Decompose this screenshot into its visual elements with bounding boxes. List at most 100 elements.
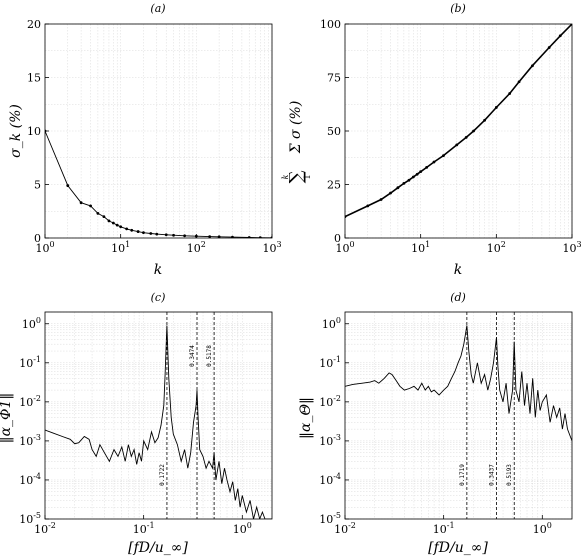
panel-b-ylabel: Σ σ (%) [288, 101, 304, 155]
panel-c-vline-label-1: 0.3474 [189, 345, 196, 367]
panel-b-data-point [508, 92, 512, 95]
panel-a-data-point [247, 236, 251, 238]
panel-b-series-line [345, 24, 572, 218]
panel-d-ytick-label: 10-1 [319, 355, 341, 370]
panel-a-data-point [102, 215, 106, 219]
panel-c-ylabel: ‖α_Φ1‖ [0, 393, 14, 444]
panel-c-ytick-label: 10-3 [19, 433, 41, 448]
panel-b-xtick-label: 100 [335, 240, 354, 255]
panel-b-title: (b) [450, 2, 466, 15]
panel-c-xtick-label: 10-1 [133, 521, 155, 536]
panel-d-vline-label-1: 0.3437 [489, 464, 496, 486]
panel-b-data-point [531, 64, 534, 68]
panel-b-data-point [411, 175, 415, 179]
panel-c-series-line [45, 325, 272, 519]
panel-a-data-point [172, 233, 175, 237]
panel-b-data-point [494, 106, 498, 109]
panel-b-data-point [472, 129, 475, 133]
panel-b-data-point [464, 136, 468, 139]
panel-a-data-point [217, 235, 221, 238]
panel-a-data-point [142, 231, 145, 235]
panel-c-xtick-label: 10-2 [34, 521, 56, 536]
panel-d-vline-label-2: 0.5193 [506, 464, 513, 486]
panel-a-data-point [258, 236, 262, 238]
panel-d-xtick-label: 100 [533, 521, 552, 536]
panel-a-ytick-label: 10 [27, 125, 41, 138]
panel-d-ytick-label: 10-3 [319, 433, 341, 448]
panel-d-ytick-label: 10-2 [319, 394, 341, 409]
panel-b-ylabel-group: Σ σ (%) k 1 ∑ [281, 101, 312, 184]
panel-c-vline-label-0: 0.1722 [159, 464, 166, 486]
panel-c-ytick-label: 10-4 [19, 472, 41, 487]
panel-b-ylabel-sum-upper: k [281, 174, 290, 179]
panel-a-data-point [130, 228, 134, 232]
panel-d-frame [344, 311, 573, 520]
panel-c-xlabel: [fD/u_∞] [128, 540, 188, 556]
panel-d-title: (d) [450, 291, 466, 304]
panel-d-xtick-label: 10-1 [433, 521, 455, 536]
panel-d-xlabel: [fD/u_∞] [428, 540, 488, 556]
panel-a-xtick-label: 103 [262, 240, 281, 255]
panel-a-data-point [119, 225, 123, 229]
panel-c-ytick-label: 10-1 [19, 355, 41, 370]
panel-d-ytick-label: 10-4 [319, 472, 341, 487]
panel-c-ytick-label: 10-2 [19, 394, 41, 409]
panel-d-series-line [345, 325, 572, 442]
panel-b-data-point [407, 178, 411, 182]
panel-b-data-point [366, 204, 370, 208]
panel-b-data-point [389, 191, 392, 195]
panel-a-data-point [115, 223, 119, 227]
panel-c: (c) [fD/u_∞] ‖α_Φ1‖ 0.1722 0.3474 0.5178 10… [0, 291, 273, 556]
panel-c-frame [44, 311, 273, 520]
panel-a-xtick-label: 102 [187, 240, 206, 255]
panel-b-ytick-label: 75 [327, 72, 341, 85]
panel-a: (a) k σ_k (%) 100 101 102 103 0 5 10 15 20 [8, 2, 282, 278]
panel-c-title: (c) [151, 291, 166, 304]
panel-b-ytick-label: 25 [327, 179, 341, 192]
panel-c-ytick-label: 100 [22, 316, 41, 331]
panel-a-ytick-label: 20 [27, 18, 41, 31]
panel-a-data-point [107, 219, 111, 223]
panel-a-ytick-label: 15 [27, 72, 41, 85]
panel-b-data-point [455, 143, 459, 147]
panel-a-ytick-label: 0 [34, 232, 41, 245]
panel-a-data-point [66, 184, 70, 187]
panel-a-data-point [208, 235, 212, 238]
panel-a-xtick-label: 100 [35, 240, 54, 255]
panel-a-data-point [231, 235, 234, 238]
panel-b-xtick-label: 102 [487, 240, 506, 255]
panel-a-data-point [96, 211, 100, 215]
panel-b-data-point [415, 172, 419, 176]
panel-b-xlabel: k [454, 262, 462, 278]
panel-a-data-point [125, 227, 129, 231]
panel-b-xtick-label: 101 [411, 240, 430, 255]
panel-b-ytick-label: 50 [327, 125, 341, 138]
panel-d-ytick-label: 100 [322, 316, 341, 331]
panel-a-ytick-label: 5 [34, 179, 41, 192]
panel-c-ytick-label: 10-5 [19, 511, 41, 526]
panel-b-ytick-label: 0 [334, 232, 341, 245]
panel-b-data-point [558, 34, 562, 38]
panel-a-data-point [164, 233, 168, 237]
panel-b-data-point [442, 154, 445, 158]
panel-b: (b) k Σ σ (%) k 1 ∑ 100 101 102 103 0 25 50 75 1… [281, 2, 582, 278]
panel-b-xtick-label: 103 [562, 240, 581, 255]
panel-c-xtick-label: 100 [233, 521, 252, 536]
panel-d: (d) [fD/u_∞] ‖α_Θ‖ 0.1719 0.3437 0.5193 10-… [298, 291, 573, 556]
panel-a-data-point [155, 232, 159, 236]
panel-b-data-point [547, 46, 551, 49]
panel-b-data-point [396, 186, 400, 190]
panel-b-data-point [517, 80, 521, 84]
panel-b-data-point [432, 160, 436, 164]
panel-d-ytick-label: 10-5 [319, 511, 341, 526]
panel-b-data-point [419, 170, 423, 174]
panel-a-data-point [111, 221, 115, 225]
panel-b-data-point [379, 198, 383, 201]
panel-a-data-point [136, 230, 140, 233]
panel-b-data-point [402, 182, 406, 185]
panel-b-ylabel-sum-sign: ∑ [286, 170, 307, 183]
panel-a-data-point [149, 232, 153, 235]
panel-a-xtick-label: 101 [111, 240, 130, 255]
panel-b-ylabel-sum-lower: 1 [303, 174, 312, 179]
